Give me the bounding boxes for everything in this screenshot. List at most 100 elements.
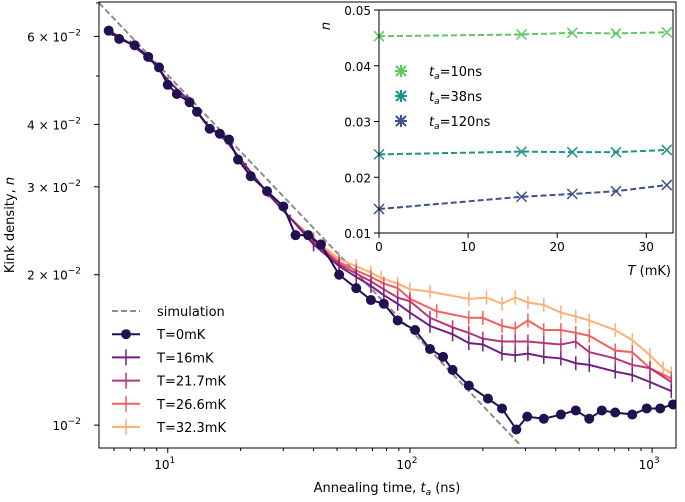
inset-data-point: [516, 191, 528, 203]
inset-x-axis-label: T (mK): [628, 264, 671, 279]
data-point: [463, 380, 474, 391]
inset-data-point: [516, 28, 528, 41]
inset-y-tick-label: 0.04: [344, 60, 371, 74]
legend-sym: t: [429, 90, 435, 105]
data-point: [410, 325, 421, 336]
data-point: [447, 364, 458, 375]
inset-data-point: [661, 144, 673, 156]
inset-axis-ticks: 0 10 20 30 0.01 0.02 0.03 0.04 0.05: [344, 4, 654, 254]
x-tick-exp: 3: [654, 456, 660, 466]
y-tick-label: 6 × 10−2: [27, 28, 81, 44]
inset-data-point: [661, 179, 673, 191]
y-tick-exp: −2: [68, 28, 81, 38]
data-point: [584, 413, 595, 424]
data-point: [233, 154, 244, 165]
data-point: [482, 393, 493, 404]
data-point: [511, 424, 522, 435]
inset-data-point: [516, 146, 528, 158]
x-tick-base: 10: [639, 458, 654, 472]
y-axis-label: Kink density, n: [3, 177, 18, 273]
y-tick-exp: −2: [68, 417, 81, 427]
y-tick-exp: −2: [68, 116, 81, 126]
legend-rest: =38ns: [440, 90, 483, 105]
x-axis-label: Annealing time, ta (ns): [314, 481, 461, 498]
data-point: [143, 51, 154, 62]
inset-legend-marker: [395, 90, 407, 102]
data-point: [171, 89, 182, 100]
x-tick-base: 10: [154, 458, 169, 472]
data-point: [129, 40, 140, 51]
data-point: [184, 97, 195, 108]
data-point: [154, 62, 165, 73]
inset-legend-label: ta=120ns: [429, 115, 491, 132]
legend-label: simulation: [157, 305, 225, 320]
inset-x-tick-label: 10: [460, 240, 475, 254]
y-tick-exp: −2: [68, 179, 81, 189]
data-point: [438, 351, 449, 362]
data-point: [245, 171, 256, 182]
inset-data-point: [566, 188, 578, 200]
data-point: [103, 25, 114, 36]
legend-sub: a: [434, 97, 440, 107]
x-tick-exp: 1: [170, 456, 176, 466]
data-point: [334, 269, 345, 280]
data-point: [378, 298, 389, 309]
inset-x-tick-label: 0: [375, 240, 383, 254]
inset-data-point: [566, 27, 578, 39]
inset-x-tick-label: 30: [639, 240, 654, 254]
y-tick-base: 3 × 10: [27, 181, 68, 195]
x-tick-label: 103: [639, 456, 660, 472]
data-point: [315, 239, 326, 250]
data-point: [655, 403, 666, 414]
main-plot: [99, 2, 676, 447]
main-axes-frame: [98, 1, 677, 449]
y-tick-base: 6 × 10: [27, 30, 68, 44]
legend-rest: =120ns: [440, 115, 491, 130]
data-point: [214, 128, 225, 139]
legend-sub: a: [434, 72, 440, 82]
data-point: [641, 403, 652, 414]
x-tick-exp: 2: [412, 456, 418, 466]
data-point: [365, 295, 376, 306]
data-point: [162, 79, 173, 90]
y-tick-label: 3 × 10−2: [27, 179, 81, 195]
data-point: [668, 399, 676, 410]
inset-background: [379, 10, 673, 233]
inset-data-point: [610, 146, 622, 158]
inset-data-point: [661, 26, 673, 38]
data-point: [303, 230, 314, 241]
x-tick-label: 101: [154, 456, 175, 472]
inset-y-tick-label: 0.03: [344, 116, 371, 130]
legend-marker: [121, 329, 131, 340]
legend-label: T=0mK: [156, 328, 206, 343]
main-series-group: [99, 2, 676, 447]
x-tick-label: 102: [396, 456, 417, 472]
legend-sym: t: [429, 65, 435, 80]
data-point: [262, 186, 273, 197]
inset-x-tick-label: 20: [550, 240, 565, 254]
legend-label: T=16mK: [156, 351, 214, 366]
data-point: [424, 344, 435, 355]
inset-y-tick-label: 0.05: [344, 4, 371, 18]
data-point: [191, 106, 202, 117]
data-point: [278, 201, 289, 212]
y-tick-base: 2 × 10: [27, 269, 68, 283]
legend-sub: a: [434, 122, 440, 132]
inset-data-point: [610, 185, 622, 197]
legend-sym: t: [429, 115, 435, 130]
y-tick-base: 4 × 10: [27, 118, 68, 132]
data-point: [497, 403, 508, 414]
inset-y-tick-label: 0.02: [344, 171, 371, 185]
data-point: [351, 283, 362, 294]
data-point: [204, 123, 215, 134]
y-tick-label: 10−2: [52, 417, 81, 433]
inset-y-axis-label: n: [319, 22, 334, 30]
x-tick-base: 10: [396, 458, 411, 472]
data-point: [570, 405, 581, 416]
main-legend: simulation T=0mK T=16mK T=21.7mK T=26.6mK T=3…: [112, 305, 226, 436]
data-point: [114, 33, 125, 44]
y-tick-exp: −2: [68, 267, 81, 277]
inset-legend-marker: [395, 115, 407, 127]
